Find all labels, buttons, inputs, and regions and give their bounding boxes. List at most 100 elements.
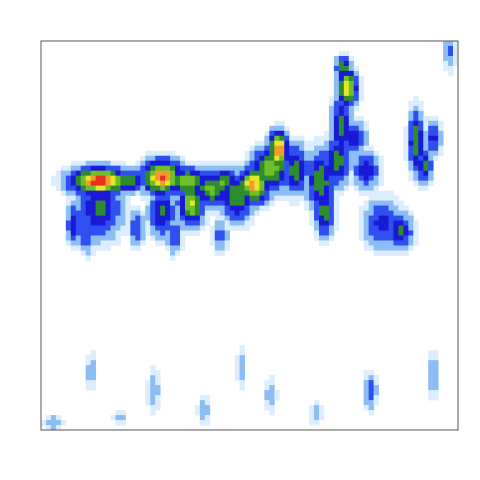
heatmap-cell [110, 230, 116, 236]
heatmap-cell [378, 170, 384, 177]
heatmap-cell [448, 65, 454, 72]
heatmap-cell [328, 135, 335, 142]
heatmap-cell [378, 165, 384, 172]
heatmap-cell [65, 205, 72, 211]
heatmap-cell [115, 190, 121, 197]
heatmap-cell [433, 155, 439, 162]
heatmap-cell [319, 165, 325, 172]
heatmap-cell [333, 85, 340, 92]
heatmap-cell [165, 205, 171, 211]
heatmap-cell [453, 50, 458, 57]
heatmap-cell [323, 130, 330, 137]
heatmap-cell [373, 385, 379, 391]
heatmap-cell [105, 175, 111, 182]
heatmap-cell [85, 255, 92, 261]
heatmap-cell [413, 150, 419, 157]
heatmap-cell [388, 240, 394, 246]
heatmap-cell [423, 135, 429, 142]
heatmap-cell [358, 125, 365, 132]
heatmap-cell [333, 145, 340, 152]
heatmap-cell [150, 395, 156, 401]
heatmap-cell [214, 170, 221, 177]
heatmap-cell [199, 180, 206, 187]
heatmap-cell [55, 425, 62, 430]
heatmap-cell [333, 215, 340, 221]
heatmap-cell [150, 235, 156, 241]
heatmap-cell [319, 190, 325, 197]
heatmap-cell [175, 240, 181, 246]
heatmap-cell [90, 365, 96, 371]
heatmap-cell [204, 185, 211, 192]
heatmap-cell [299, 145, 305, 152]
heatmap-cell [353, 115, 360, 122]
heatmap-cell [388, 215, 394, 221]
heatmap-cell [75, 200, 82, 206]
heatmap-cell [264, 190, 270, 197]
heatmap-cell [145, 175, 151, 182]
heatmap-cell [319, 170, 325, 177]
heatmap-cell [60, 170, 67, 177]
heatmap-cell [140, 240, 146, 246]
heatmap-cell [269, 135, 275, 142]
heatmap-cell [150, 195, 156, 201]
heatmap-cell [170, 170, 176, 177]
heatmap-cell [239, 380, 245, 386]
heatmap-cell [120, 230, 126, 236]
heatmap-cell [423, 165, 429, 172]
heatmap-cell [254, 140, 260, 147]
heatmap-cell [130, 245, 136, 251]
heatmap-cell [70, 160, 77, 167]
heatmap-cell [393, 230, 399, 236]
heatmap-cell [348, 155, 355, 162]
heatmap-cell [373, 175, 379, 182]
heatmap-cell [155, 385, 161, 391]
heatmap-cell [333, 225, 340, 231]
heatmap-cell [204, 175, 211, 182]
heatmap-cell [194, 210, 201, 216]
heatmap-cell [259, 180, 265, 187]
heatmap-cell [289, 150, 295, 157]
heatmap-cell [199, 405, 206, 411]
heatmap-cell [90, 160, 96, 167]
heatmap-cell [309, 150, 315, 157]
heatmap-cell [170, 215, 176, 221]
heatmap-cell [234, 375, 240, 381]
heatmap-cell [239, 170, 245, 177]
heatmap-cell [180, 170, 186, 177]
heatmap-cell [319, 160, 325, 167]
heatmap-cell [150, 370, 156, 376]
heatmap-cell [348, 55, 355, 62]
heatmap-cell [45, 415, 52, 421]
heatmap-cell [95, 185, 101, 192]
heatmap-cell [413, 225, 419, 231]
heatmap-cell [343, 80, 350, 87]
heatmap-cell [338, 155, 345, 162]
heatmap-cell [358, 180, 365, 187]
heatmap-cell [90, 225, 96, 231]
heatmap-cell [184, 195, 191, 201]
heatmap-cell [219, 245, 226, 251]
heatmap-cell [353, 185, 360, 192]
heatmap-cell [333, 155, 340, 162]
heatmap-cell [189, 215, 196, 221]
heatmap-cell [294, 200, 300, 206]
heatmap-cell [333, 110, 340, 117]
heatmap-cell [70, 230, 77, 236]
heatmap-cell [338, 65, 345, 72]
heatmap-cell [269, 375, 275, 381]
heatmap-cell [105, 240, 111, 246]
heatmap-cell [194, 190, 201, 197]
heatmap-cell [170, 210, 176, 216]
heatmap-cell [348, 90, 355, 97]
heatmap-cell [189, 230, 196, 236]
heatmap-cell [80, 215, 87, 221]
heatmap-cell [224, 200, 231, 206]
heatmap-cell [110, 165, 116, 172]
heatmap-cell [264, 205, 270, 211]
heatmap-cell [333, 175, 340, 182]
heatmap-cell [304, 170, 310, 177]
heatmap-cell [80, 180, 87, 187]
heatmap-cell [180, 185, 186, 192]
heatmap-cell [150, 210, 156, 216]
heatmap-cell [408, 225, 414, 231]
